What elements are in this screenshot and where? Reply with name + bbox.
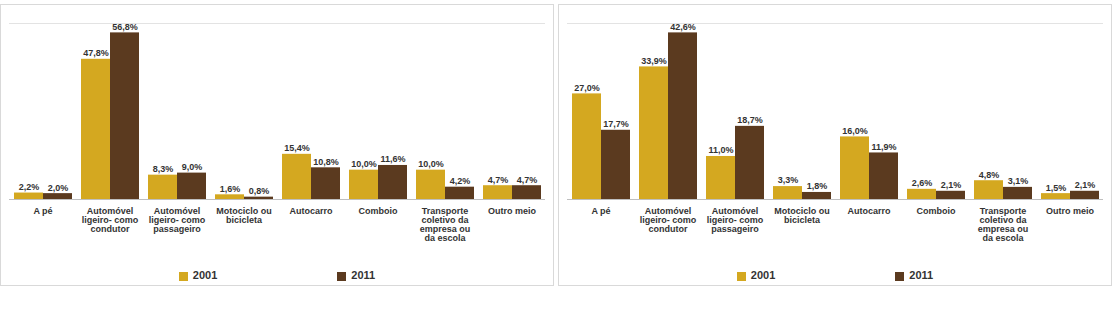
svg-text:Outro meio: Outro meio	[488, 206, 537, 216]
svg-text:18,7%: 18,7%	[737, 115, 763, 125]
svg-text:11,0%: 11,0%	[708, 145, 733, 155]
svg-text:33,9%: 33,9%	[641, 56, 667, 66]
html-text:2001: 2001	[750, 269, 776, 281]
svg-text:47,8%: 47,8%	[83, 48, 109, 58]
svg-text:4,7%: 4,7%	[517, 175, 538, 185]
svg-text:56,8%: 56,8%	[112, 22, 138, 32]
svg-text:Automóvelligeiro- comopassagei: Automóvelligeiro- comopassageiro	[149, 206, 206, 234]
svg-text:11,6%: 11,6%	[380, 154, 405, 164]
svg-text:10,0%: 10,0%	[418, 159, 444, 169]
svg-text:Motociclo oubicicleta: Motociclo oubicicleta	[216, 206, 272, 225]
svg-text:27,0%: 27,0%	[574, 83, 600, 93]
svg-text:16,0%: 16,0%	[842, 126, 868, 136]
svg-text:8,3%: 8,3%	[153, 164, 174, 174]
svg-text:4,8%: 4,8%	[979, 170, 1000, 180]
svg-text:2,2%: 2,2%	[19, 182, 40, 192]
svg-text:11,9%: 11,9%	[871, 142, 896, 152]
svg-text:9,0%: 9,0%	[182, 162, 203, 172]
svg-text:10,0%: 10,0%	[351, 159, 377, 169]
svg-text:2,0%: 2,0%	[48, 183, 69, 193]
svg-text:2,1%: 2,1%	[1075, 180, 1096, 190]
svg-text:Automóvelligeiro- comopassagei: Automóvelligeiro- comopassageiro	[707, 206, 764, 234]
svg-text:Transportecoletivo daempresa o: Transportecoletivo daempresa ouda escola	[420, 206, 471, 243]
html-text:2011: 2011	[909, 269, 934, 281]
svg-text:17,7%: 17,7%	[603, 119, 629, 129]
svg-text:Autocarro: Autocarro	[289, 206, 333, 216]
html-text:2001: 2001	[192, 269, 218, 281]
svg-text:Automóvelligeiro- comocondutor: Automóvelligeiro- comocondutor	[640, 206, 697, 234]
svg-text:1,5%: 1,5%	[1046, 183, 1067, 193]
svg-text:4,2%: 4,2%	[450, 176, 471, 186]
svg-text:4,7%: 4,7%	[488, 175, 509, 185]
svg-text:2,1%: 2,1%	[941, 180, 962, 190]
html-text:2011: 2011	[351, 269, 376, 281]
svg-text:Autocarro: Autocarro	[847, 206, 891, 216]
svg-text:A pé: A pé	[591, 206, 610, 216]
svg-text:Motociclo oubicicleta: Motociclo oubicicleta	[774, 206, 830, 225]
svg-text:Transportecoletivo daempresa o: Transportecoletivo daempresa ouda escola	[978, 206, 1029, 243]
svg-text:10,8%: 10,8%	[313, 157, 339, 167]
svg-text:42,6%: 42,6%	[670, 22, 696, 32]
svg-text:15,4%: 15,4%	[284, 143, 310, 153]
svg-text:Automóvelligeiro- comocondutor: Automóvelligeiro- comocondutor	[82, 206, 139, 234]
svg-text:1,8%: 1,8%	[807, 181, 828, 191]
svg-text:Outro meio: Outro meio	[1046, 206, 1095, 216]
svg-text:A pé: A pé	[33, 206, 52, 216]
svg-text:Comboio: Comboio	[917, 206, 956, 216]
svg-text:3,1%: 3,1%	[1008, 176, 1029, 186]
svg-text:0,8%: 0,8%	[249, 186, 270, 196]
svg-text:2,6%: 2,6%	[912, 178, 933, 188]
svg-text:Comboio: Comboio	[359, 206, 398, 216]
svg-text:1,6%: 1,6%	[220, 184, 241, 194]
svg-text:3,3%: 3,3%	[778, 175, 799, 185]
